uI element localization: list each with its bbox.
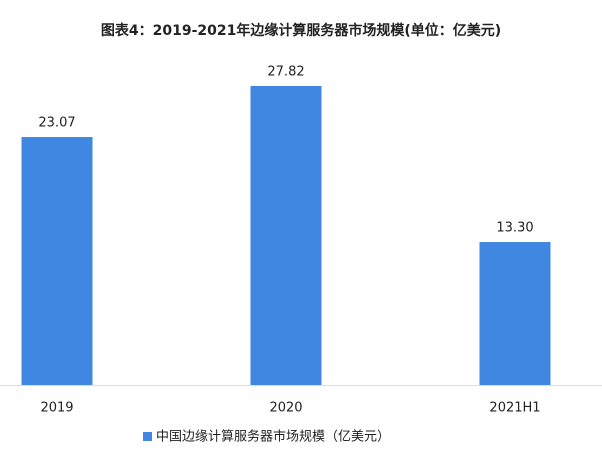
x-tick-label: 2020	[269, 401, 302, 416]
value-label: 27.82	[267, 65, 304, 80]
value-label: 13.30	[496, 221, 533, 236]
legend-label: 中国边缘计算服务器市场规模（亿美元）	[156, 429, 390, 445]
legend-swatch	[143, 432, 152, 441]
chart-title: 图表4：2019-2021年边缘计算服务器市场规模(单位：亿美元)	[101, 22, 501, 39]
bar	[479, 242, 551, 385]
bar	[250, 86, 322, 385]
value-label: 23.07	[38, 116, 75, 131]
bar	[21, 137, 93, 385]
x-tick-label: 2021H1	[489, 401, 540, 416]
x-tick-label: 2019	[40, 401, 73, 416]
